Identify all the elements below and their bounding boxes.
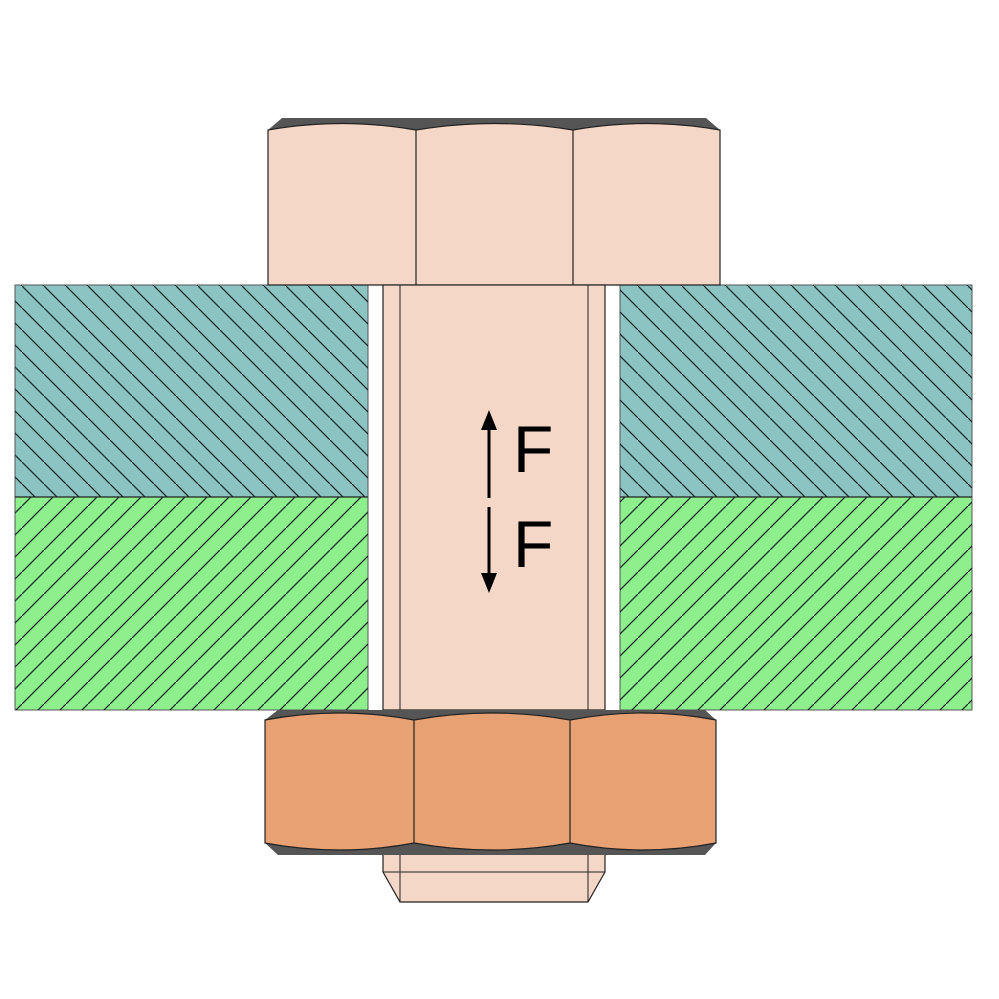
lower-plate-left-hatch <box>15 497 368 710</box>
bolt-head-body <box>267 122 721 286</box>
arrow-up-head <box>481 410 497 430</box>
nut-body <box>264 712 717 851</box>
arrow-down-head <box>481 573 497 593</box>
bolt-shank <box>382 284 606 711</box>
lower-plate-right-hatch <box>620 497 972 710</box>
nut <box>264 710 717 855</box>
force-label-upper: F <box>513 412 553 486</box>
upper-plate <box>14 284 973 498</box>
force-label-lower: F <box>513 507 553 581</box>
bolt-shank-body <box>382 284 606 711</box>
bolt-head <box>267 118 721 286</box>
bolt-tip-body <box>382 852 606 903</box>
upper-plate-right-hatch <box>620 285 972 497</box>
force-arrow-up <box>481 410 497 498</box>
force-arrow-down <box>481 507 497 593</box>
upper-plate-left-hatch <box>15 285 368 497</box>
lower-plate <box>14 496 973 711</box>
bolt-tip <box>382 852 606 903</box>
